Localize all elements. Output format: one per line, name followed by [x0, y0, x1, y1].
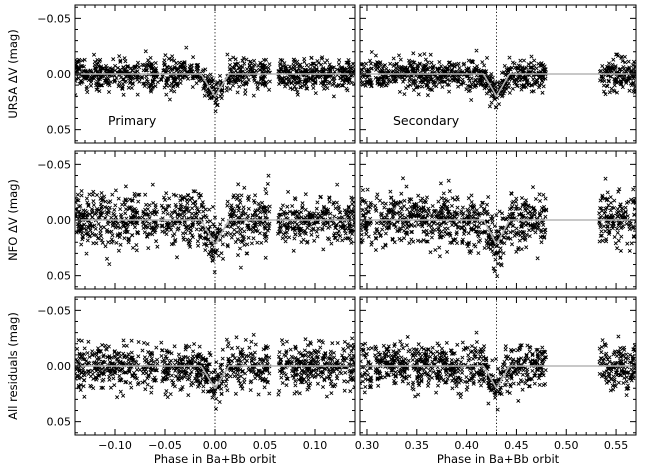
data-points: [360, 330, 636, 412]
model-curve: [360, 219, 636, 245]
y-tick-label: 0.00: [47, 68, 72, 81]
data-point-crosses: [360, 48, 636, 110]
y-tick-label: 0.05: [47, 124, 72, 137]
x-tick-label: 0.35: [405, 439, 430, 452]
x-axis-label-right: Phase in Ba+Bb orbit: [437, 452, 560, 466]
y-axis-label: URSA ΔV (mag): [6, 29, 20, 118]
x-tick-label: 0.05: [253, 439, 278, 452]
x-tick-label: 0.50: [554, 439, 579, 452]
x-axis-label-left: Phase in Ba+Bb orbit: [154, 452, 277, 466]
y-axis-label: NFO ΔV (mag): [6, 179, 20, 261]
y-tick-label: 0.00: [47, 360, 72, 373]
y-tick-label: 0.05: [47, 270, 72, 283]
data-points: [75, 173, 355, 275]
data-point-crosses: [75, 173, 355, 275]
model-curve: [360, 73, 636, 97]
y-tick-label: −0.05: [37, 158, 71, 171]
panel-nfo-left: −0.05 0.00 0.05 NFO ΔV (mag): [6, 150, 356, 290]
x-tick-label: 0.00: [203, 439, 228, 452]
panel-annotation: Primary: [108, 113, 157, 128]
model-curve: [75, 365, 355, 390]
data-points: [75, 45, 355, 114]
x-tick-label: −0.05: [148, 439, 182, 452]
x-tick-label: 0.40: [454, 439, 479, 452]
x-tick-label: 0.10: [303, 439, 328, 452]
y-axis-label: All residuals (mag): [6, 312, 20, 420]
panel-all-left: −0.05 0.00 0.05 All residuals (mag) −0.10 −0.…: [6, 296, 356, 452]
data-points: [360, 176, 636, 279]
x-tick-label: −0.10: [98, 439, 132, 452]
data-point-crosses: [360, 330, 636, 412]
model-curve: [360, 365, 636, 389]
y-tick-label: −0.05: [37, 12, 71, 25]
data-points: [360, 48, 636, 110]
y-tick-label: 0.00: [47, 214, 72, 227]
data-point-crosses: [75, 45, 355, 114]
y-tick-label: −0.05: [37, 304, 71, 317]
panel-annotation: Secondary: [393, 113, 460, 128]
data-point-crosses: [360, 176, 636, 279]
x-tick-label: 0.45: [504, 439, 529, 452]
model-curve: [75, 73, 355, 98]
y-tick-label: 0.05: [47, 416, 72, 429]
x-tick-label: 0.55: [604, 439, 629, 452]
panel-nfo-right: [359, 150, 637, 290]
model-curve: [75, 219, 355, 247]
x-tick-label: 0.30: [355, 439, 380, 452]
panel-all-right: 0.30 0.35 0.40 0.45 0.50 0.55: [355, 296, 637, 452]
panel-ursa-left: −0.05 0.00 0.05 URSA ΔV (mag) Primary: [6, 4, 356, 144]
panel-ursa-right: Secondary: [359, 4, 637, 144]
